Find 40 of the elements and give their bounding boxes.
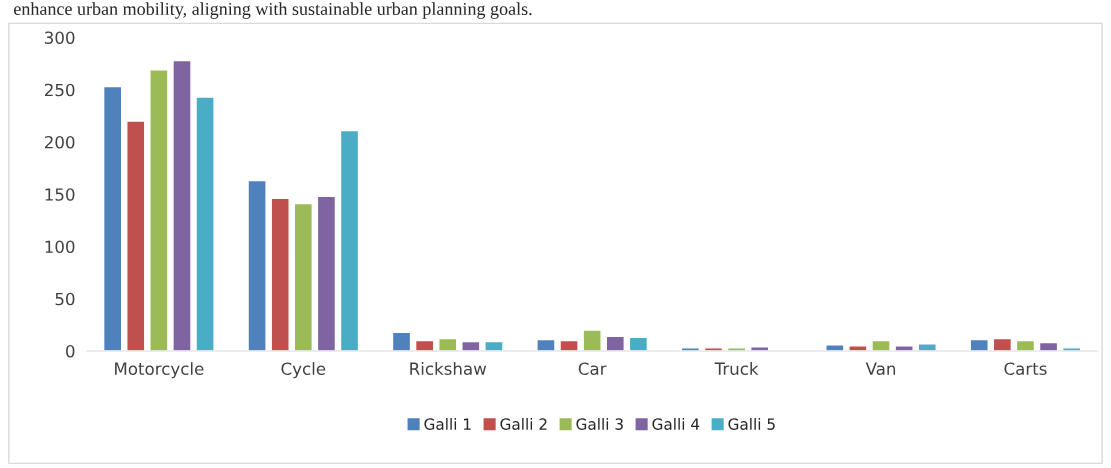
bar	[293, 202, 314, 351]
bar	[536, 338, 556, 351]
y-tick-label: 100	[45, 240, 75, 254]
bar	[316, 195, 337, 351]
bar	[270, 197, 290, 351]
x-tick-label: Carts	[1004, 362, 1047, 376]
y-tick-label: 0	[66, 344, 75, 358]
legend-label: Galli 3	[576, 418, 623, 430]
text: enhance urban mobility, aligning with sustainable urban planning goals.	[14, 2, 532, 19]
y-tick-label: 300	[45, 31, 75, 45]
x-tick-label: Car	[578, 362, 607, 376]
x-tick-label: Motorcycle	[115, 362, 204, 379]
bar	[339, 129, 360, 351]
y-tick-label: 150	[45, 188, 75, 201]
bar	[247, 179, 267, 351]
bar	[871, 339, 891, 351]
bar	[628, 336, 649, 351]
bar	[149, 69, 169, 351]
bar	[102, 85, 123, 351]
bar	[126, 120, 146, 351]
legend-label: Galli 4	[652, 418, 700, 430]
x-tick-label: Truck	[714, 362, 759, 376]
x-tick-label: Cycle	[281, 362, 326, 379]
legend-label: Galli 5	[728, 418, 775, 430]
bar	[582, 329, 602, 351]
bar	[484, 340, 504, 351]
x-tick-label: Rickshaw	[410, 362, 487, 376]
y-tick-label: 50	[55, 292, 75, 306]
x-tick-label: Van	[865, 362, 896, 376]
legend-label: Galli 1	[424, 418, 471, 430]
y-tick-label: 200	[44, 135, 75, 149]
bar	[172, 59, 192, 351]
bar	[461, 340, 481, 351]
legend-label: Galli 2	[500, 418, 547, 430]
bar	[825, 344, 845, 351]
bar	[195, 96, 215, 351]
bar	[391, 331, 412, 351]
y-tick-label: 250	[44, 83, 75, 97]
bar	[605, 335, 625, 351]
bar	[559, 339, 579, 351]
